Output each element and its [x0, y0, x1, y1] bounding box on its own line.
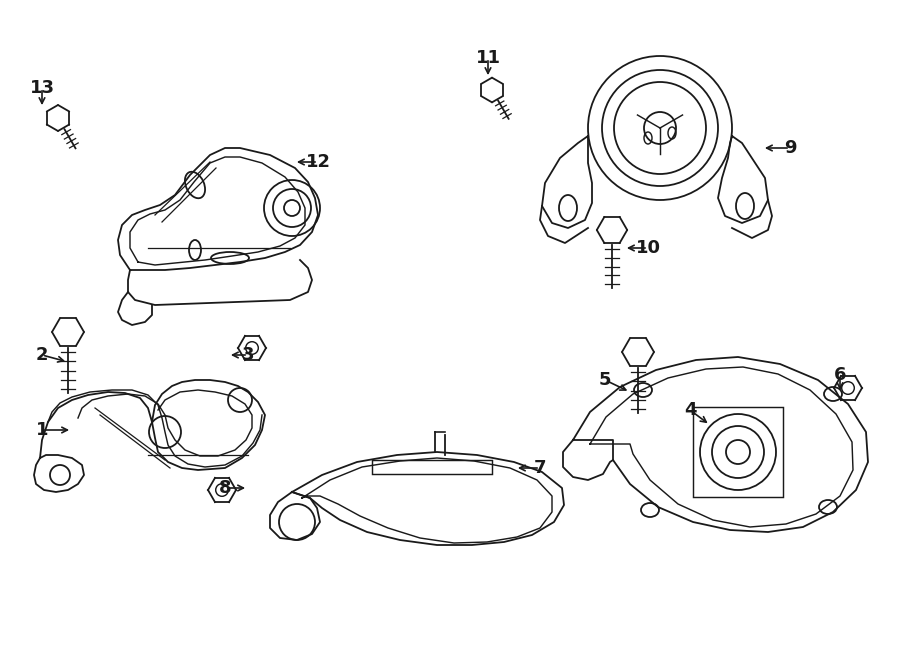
Text: 2: 2 [36, 346, 49, 364]
Text: 8: 8 [219, 479, 231, 497]
Text: 5: 5 [598, 371, 611, 389]
Text: 4: 4 [684, 401, 697, 419]
Text: 13: 13 [30, 79, 55, 97]
Bar [372, 460, 492, 474]
Bar [693, 407, 783, 497]
Text: 6: 6 [833, 366, 846, 384]
Text: 12: 12 [305, 153, 330, 171]
Text: 10: 10 [635, 239, 661, 257]
Text: 9: 9 [784, 139, 796, 157]
Text: 1: 1 [36, 421, 49, 439]
Text: 11: 11 [475, 49, 500, 67]
Text: 7: 7 [534, 459, 546, 477]
Text: 3: 3 [242, 346, 254, 364]
